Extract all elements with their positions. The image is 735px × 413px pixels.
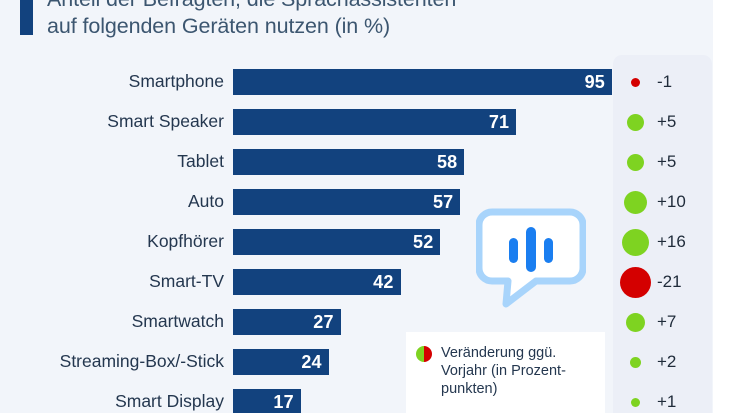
- plot-area: Smartphone 95 Smart Speaker 71 Tablet 58 Auto 5…: [0, 60, 735, 413]
- category-label: Smartphone: [128, 71, 224, 91]
- change-dot-wrapper: [613, 348, 657, 376]
- value-bar: 58: [233, 149, 465, 175]
- bar-value-label: 52: [413, 232, 434, 252]
- change-dot-wrapper: [613, 228, 657, 256]
- change-row: +2: [613, 348, 712, 376]
- chart-row: Smart Display 17: [0, 388, 735, 413]
- change-row: +1: [613, 388, 712, 413]
- bar-value-label: 71: [488, 112, 510, 132]
- category-label: Tablet: [177, 151, 224, 171]
- change-value-label: -21: [657, 272, 682, 291]
- chart-title-block: Anteil der Befragten, die Sprachassisten…: [20, 0, 660, 40]
- change-row: -1: [613, 68, 712, 96]
- change-dot-wrapper: [613, 68, 657, 96]
- chart-row: Smart-TV 42: [0, 268, 735, 298]
- value-bar: 24: [233, 349, 329, 375]
- bar-value-label: 57: [432, 192, 454, 212]
- change-row: +5: [613, 148, 712, 176]
- change-value-label: +5: [657, 112, 677, 131]
- right-gutter: [713, 0, 735, 413]
- value-bar: 17: [233, 389, 301, 413]
- change-dot-wrapper: [613, 308, 657, 336]
- chart-row: Smartwatch 27: [0, 308, 735, 338]
- value-bar: 42: [233, 269, 401, 295]
- page-title: Anteil der Befragten, die Sprachassisten…: [47, 0, 456, 38]
- change-row: -21: [613, 266, 712, 298]
- category-label: Smart Display: [115, 391, 224, 411]
- bar-value-label: 24: [301, 352, 322, 372]
- change-row: +5: [613, 108, 712, 136]
- change-legend-icon: [416, 346, 432, 362]
- change-row: +16: [613, 228, 712, 256]
- legend-card: Veränderung ggü. Vorjahr (in Prozent- pu…: [406, 332, 605, 413]
- change-dot-positive-icon: [626, 113, 644, 131]
- change-value-label: +1: [657, 392, 677, 411]
- category-label: Smartwatch: [131, 311, 224, 331]
- chart-row: Auto 57: [0, 188, 735, 218]
- chart-row: Kopfhörer 52: [0, 228, 735, 258]
- legend-label: Veränderung ggü. Vorjahr (in Prozent- pu…: [441, 345, 566, 397]
- change-row: +10: [613, 188, 712, 216]
- title-accent-bar: [20, 0, 33, 35]
- category-label: Smart-TV: [149, 271, 224, 291]
- value-bar: 95: [233, 69, 612, 95]
- change-dot-wrapper: [613, 148, 657, 176]
- chart-row: Streaming-Box/-Stick 24: [0, 348, 735, 378]
- change-value-label: +2: [657, 352, 677, 371]
- change-dot-positive-icon: [630, 397, 640, 407]
- chart-row: Tablet 58: [0, 148, 735, 178]
- change-dot-positive-icon: [629, 356, 641, 368]
- change-dot-positive-icon: [626, 153, 644, 171]
- value-bar: 71: [233, 109, 517, 135]
- change-dot-wrapper: [613, 266, 657, 298]
- change-value-label: +16: [657, 232, 686, 251]
- change-value-label: +10: [657, 192, 686, 211]
- change-value-label: -1: [657, 72, 673, 91]
- chart-row: Smartphone 95: [0, 68, 735, 98]
- voice-assistant-bubble-icon: [475, 208, 587, 312]
- change-value-label: +7: [657, 312, 677, 331]
- bar-value-label: 95: [584, 72, 605, 92]
- category-label: Auto: [188, 191, 224, 211]
- category-label: Streaming-Box/-Stick: [59, 351, 224, 371]
- change-dot-wrapper: [613, 108, 657, 136]
- category-label: Smart Speaker: [107, 111, 224, 131]
- change-dot-positive-icon: [623, 190, 647, 214]
- change-dot-positive-icon: [621, 228, 649, 256]
- change-dot-negative-icon: [630, 77, 640, 87]
- category-label: Kopfhörer: [147, 231, 224, 251]
- bar-value-label: 58: [436, 152, 458, 172]
- value-bar: 57: [233, 189, 461, 215]
- bar-value-label: 17: [273, 392, 294, 412]
- change-dot-wrapper: [613, 388, 657, 413]
- bar-value-label: 27: [313, 312, 334, 332]
- change-dot-negative-icon: [619, 266, 651, 298]
- change-value-label: +5: [657, 152, 677, 171]
- chart-row: Smart Speaker 71: [0, 108, 735, 138]
- change-row: +7: [613, 308, 712, 336]
- bar-value-label: 42: [373, 272, 394, 292]
- value-bar: 27: [233, 309, 341, 335]
- value-bar: 52: [233, 229, 441, 255]
- change-dot-wrapper: [613, 188, 657, 216]
- change-dot-positive-icon: [625, 312, 645, 332]
